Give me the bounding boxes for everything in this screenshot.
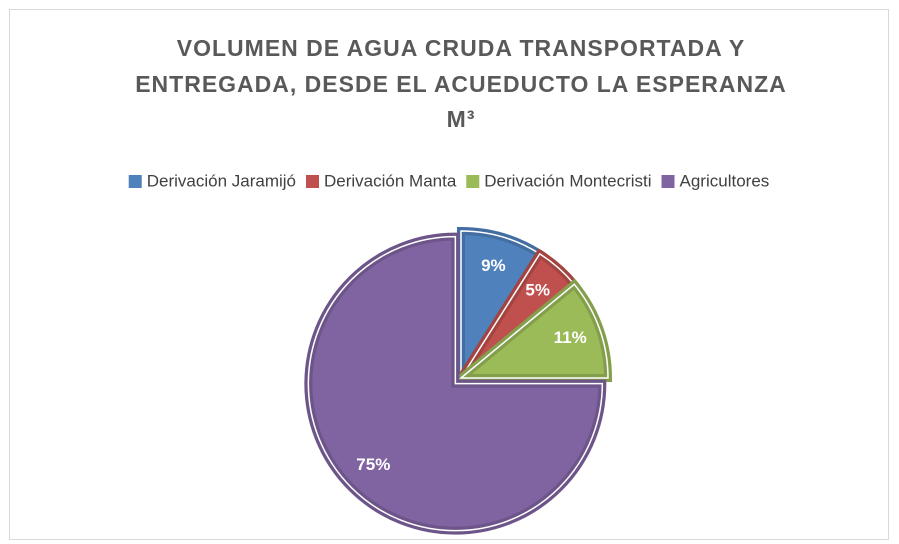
chart-title: M³ xyxy=(447,106,476,132)
data-label: 5% xyxy=(525,280,550,299)
data-label: 11% xyxy=(554,328,587,347)
chart-title: ENTREGADA, DESDE EL ACUEDUCTO LA ESPERAN… xyxy=(135,71,787,97)
legend-swatch xyxy=(661,175,675,188)
legend-swatch xyxy=(128,175,142,188)
legend-label: Derivación Manta xyxy=(324,171,457,190)
pie-slice-edge xyxy=(307,235,604,532)
data-label: 9% xyxy=(481,256,506,275)
legend-label: Derivación Montecristi xyxy=(484,171,651,190)
legend-label: Derivación Jaramijó xyxy=(147,171,296,190)
chart-title: VOLUMEN DE AGUA CRUDA TRANSPORTADA Y xyxy=(177,35,745,61)
legend-swatch xyxy=(466,175,480,188)
legend-swatch xyxy=(306,175,319,188)
pie-slice-edge xyxy=(458,283,609,379)
legend-label: Agricultores xyxy=(680,171,770,190)
data-label: 75% xyxy=(356,455,390,474)
